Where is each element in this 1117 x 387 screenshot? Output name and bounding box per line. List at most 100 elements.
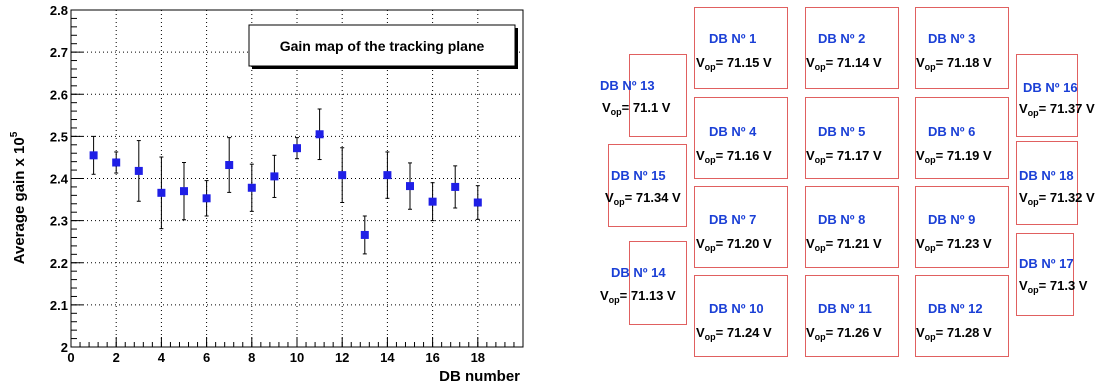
db-label-3: DB Nº 3 [928,31,976,46]
x-tick-label: 6 [203,350,210,365]
legend-shadow-bottom [252,66,518,69]
data-point [293,144,301,153]
db-box-10 [694,275,788,357]
legend-shadow-right [515,28,518,69]
y-tick-label: 2.7 [50,45,68,60]
legend: Gain map of the tracking plane [248,24,518,69]
db-label-12: DB Nº 12 [928,301,983,316]
db-vop-4: Vop= 71.16 V [696,148,772,165]
db-vop-13: Vop= 71.1 V [602,100,671,117]
x-tick-label: 10 [290,350,304,365]
db-vop-7: Vop= 71.20 V [696,236,772,253]
db-box-1 [694,7,788,89]
db-box-12 [915,275,1009,357]
x-axis-title: DB number [439,368,520,385]
db-vop-18: Vop= 71.32 V [1019,190,1095,207]
data-point [202,194,211,203]
db-label-6: DB Nº 6 [928,124,976,139]
db-label-5: DB Nº 5 [818,124,866,139]
db-vop-17: Vop= 71.3 V [1019,278,1088,295]
db-label-8: DB Nº 8 [818,212,866,227]
db-label-4: DB Nº 4 [709,124,757,139]
db-box-18 [1016,141,1078,225]
db-label-11: DB Nº 11 [818,301,872,316]
x-tick-label: 8 [248,350,255,365]
y-tick-label: 2.8 [50,3,68,18]
db-box-8 [805,186,899,268]
db-vop-8: Vop= 71.21 V [806,236,882,253]
data-points [89,108,482,255]
y-tick-label: 2.6 [50,87,68,102]
x-tick-label: 16 [425,350,439,365]
y-tick-label: 2.5 [50,129,68,144]
db-label-18: DB Nº 18 [1019,168,1074,183]
db-vop-9: Vop= 71.23 V [916,236,992,253]
data-point [157,188,166,197]
x-tick-label: 4 [158,350,166,365]
db-box-9 [915,186,1009,268]
db-label-15: DB Nº 15 [611,168,666,183]
data-point [315,130,324,139]
x-tick-label: 12 [335,350,349,365]
y-tick-label: 2 [61,340,68,355]
db-box-3 [915,7,1009,89]
x-tick-label: 2 [113,350,120,365]
y-tick-label: 2.1 [50,298,68,313]
db-box-6 [915,97,1009,179]
db-vop-12: Vop= 71.28 V [916,325,992,342]
db-label-2: DB Nº 2 [818,31,866,46]
y-tick-label: 2.2 [50,256,68,271]
db-vop-16: Vop= 71.37 V [1019,101,1095,118]
x-tick-label: 0 [67,350,74,365]
data-point [112,158,121,167]
db-box-16 [1016,54,1078,137]
db-label-10: DB Nº 10 [709,301,764,316]
db-box-13 [629,54,687,137]
db-vop-6: Vop= 71.19 V [916,148,992,165]
data-point [247,183,256,192]
x-tick-label: 14 [380,350,395,365]
db-box-14 [629,241,687,325]
db-vop-15: Vop= 71.34 V [605,190,681,207]
db-box-15 [608,144,687,227]
x-tick-labels: 0 2 4 6 8 10 12 14 16 18 [67,350,485,365]
db-vop-14: Vop= 71.13 V [600,288,676,305]
data-point [270,172,279,181]
db-vop-10: Vop= 71.24 V [696,325,772,342]
db-label-7: DB Nº 7 [709,212,757,227]
db-label-1: DB Nº 1 [709,31,757,46]
y-tick-label: 2.3 [50,214,68,229]
y-tick-labels: 2 2.1 2.2 2.3 2.4 2.5 2.6 2.7 2.8 [50,3,69,355]
db-label-14: DB Nº 14 [611,265,666,280]
data-point [360,230,369,239]
db-vop-11: Vop= 71.26 V [806,325,882,342]
data-point [383,171,392,180]
db-label-9: DB Nº 9 [928,212,976,227]
db-box-5 [805,97,899,179]
db-label-17: DB Nº 17 [1019,256,1074,271]
db-vop-5: Vop= 71.17 V [806,148,882,165]
y-tick-label: 2.4 [50,172,69,187]
db-vop-1: Vop= 71.15 V [696,55,772,72]
chart-title: Gain map of the tracking plane [280,38,485,54]
data-point [89,151,98,160]
db-box-7 [694,186,788,268]
y-axis-title: Average gain x 105 [9,131,28,264]
data-point [134,166,143,175]
data-point [338,171,347,180]
gain-chart: 0 2 4 6 8 10 12 14 16 18 22.12.22.32.42.52.62.72.… [9,3,524,385]
data-point [406,182,414,191]
db-box-2 [805,7,899,89]
db-vop-2: Vop= 71.14 V [806,55,882,72]
db-box-17 [1016,233,1074,316]
db-box-4 [694,97,788,179]
data-point [451,182,460,191]
data-point [180,187,188,196]
data-point [225,161,234,170]
data-point [428,197,437,206]
x-tick-label: 18 [471,350,485,365]
db-label-13: DB Nº 13 [600,78,655,93]
axis-ticks [70,9,524,348]
db-label-16: DB Nº 16 [1023,80,1078,95]
db-box-11 [805,275,899,357]
